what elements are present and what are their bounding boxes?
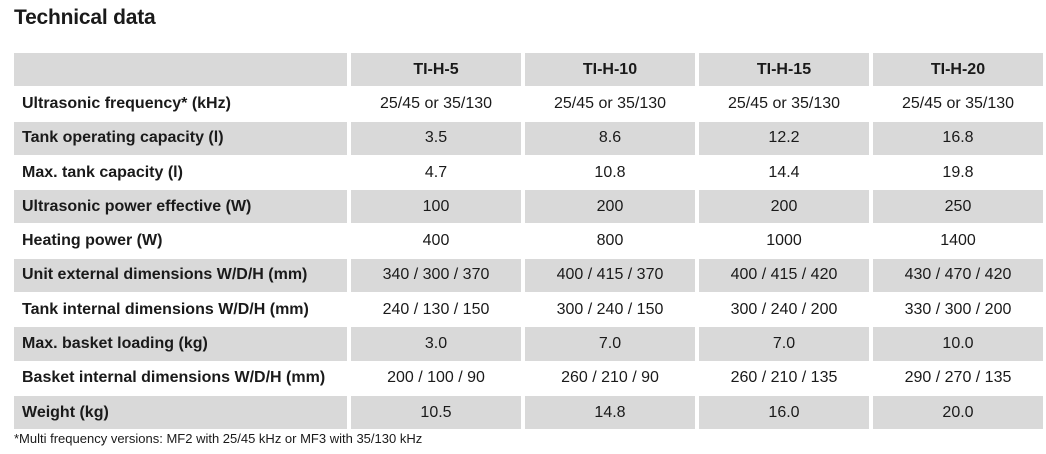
- header-blank-cell: [14, 53, 347, 88]
- table-cell: 330 / 300 / 200: [873, 293, 1043, 328]
- table-row: Heating power (W) 400 800 1000 1400: [14, 224, 1043, 259]
- table-header: TI-H-5 TI-H-10 TI-H-15 TI-H-20: [14, 53, 1043, 88]
- table-cell: 20.0: [873, 395, 1043, 431]
- table-cell: 25/45 or 35/130: [699, 87, 869, 122]
- table-row: Basket internal dimensions W/D/H (mm) 200…: [14, 362, 1043, 396]
- table-cell: 7.0: [699, 327, 869, 362]
- table-cell: 100: [351, 190, 521, 225]
- column-header-ti-h-5: TI-H-5: [351, 53, 521, 88]
- row-label: Basket internal dimensions W/D/H (mm): [14, 362, 347, 396]
- table-cell: 200 / 100 / 90: [351, 362, 521, 396]
- table-cell: 7.0: [525, 327, 695, 362]
- table-cell: 340 / 300 / 370: [351, 258, 521, 294]
- table-cell: 300 / 240 / 150: [525, 293, 695, 328]
- table-cell: 10.8: [525, 156, 695, 191]
- table-cell: 200: [699, 190, 869, 225]
- table-cell: 1400: [873, 224, 1043, 259]
- table-cell: 16.8: [873, 121, 1043, 156]
- table-row: Tank operating capacity (l) 3.5 8.6 12.2 16.…: [14, 121, 1043, 156]
- column-header-ti-h-10: TI-H-10: [525, 53, 695, 88]
- row-label: Tank operating capacity (l): [14, 121, 347, 156]
- column-header-ti-h-15: TI-H-15: [699, 53, 869, 88]
- table-cell: 400 / 415 / 420: [699, 258, 869, 294]
- table-cell: 400 / 415 / 370: [525, 258, 695, 294]
- table-cell: 260 / 210 / 135: [699, 362, 869, 396]
- table-cell: 8.6: [525, 121, 695, 156]
- table-row: Max. basket loading (kg) 3.0 7.0 7.0 10.0: [14, 327, 1043, 362]
- page-title: Technical data: [14, 6, 156, 29]
- row-label: Weight (kg): [14, 395, 347, 431]
- row-label: Ultrasonic frequency* (kHz): [14, 87, 347, 122]
- row-label: Heating power (W): [14, 224, 347, 259]
- table-row: Max. tank capacity (l) 4.7 10.8 14.4 19.8: [14, 156, 1043, 191]
- table-cell: 10.5: [351, 395, 521, 431]
- table-cell: 800: [525, 224, 695, 259]
- footnote: *Multi frequency versions: MF2 with 25/4…: [14, 431, 423, 446]
- header-row: TI-H-5 TI-H-10 TI-H-15 TI-H-20: [14, 53, 1043, 88]
- table-cell: 3.0: [351, 327, 521, 362]
- row-label: Max. basket loading (kg): [14, 327, 347, 362]
- technical-data-table: TI-H-5 TI-H-10 TI-H-15 TI-H-20 Ultrasonic f…: [10, 53, 1046, 431]
- table-cell: 260 / 210 / 90: [525, 362, 695, 396]
- row-label: Unit external dimensions W/D/H (mm): [14, 258, 347, 294]
- row-label: Max. tank capacity (l): [14, 156, 347, 191]
- table-cell: 16.0: [699, 395, 869, 431]
- column-header-ti-h-20: TI-H-20: [873, 53, 1043, 88]
- table-cell: 430 / 470 / 420: [873, 258, 1043, 294]
- table-row: Weight (kg) 10.5 14.8 16.0 20.0: [14, 395, 1043, 431]
- table-cell: 25/45 or 35/130: [873, 87, 1043, 122]
- row-label: Ultrasonic power effective (W): [14, 190, 347, 225]
- table-cell: 14.4: [699, 156, 869, 191]
- table-row: Ultrasonic frequency* (kHz) 25/45 or 35/1…: [14, 87, 1043, 122]
- table-cell: 1000: [699, 224, 869, 259]
- table-cell: 240 / 130 / 150: [351, 293, 521, 328]
- table-row: Unit external dimensions W/D/H (mm) 340 /…: [14, 258, 1043, 294]
- table-body: Ultrasonic frequency* (kHz) 25/45 or 35/1…: [14, 87, 1043, 431]
- table-cell: 12.2: [699, 121, 869, 156]
- table-cell: 250: [873, 190, 1043, 225]
- table-cell: 400: [351, 224, 521, 259]
- table-cell: 25/45 or 35/130: [525, 87, 695, 122]
- table-cell: 25/45 or 35/130: [351, 87, 521, 122]
- table-row: Ultrasonic power effective (W) 100 200 200 2…: [14, 190, 1043, 225]
- table-cell: 290 / 270 / 135: [873, 362, 1043, 396]
- table-cell: 10.0: [873, 327, 1043, 362]
- table-cell: 3.5: [351, 121, 521, 156]
- table-row: Tank internal dimensions W/D/H (mm) 240 /…: [14, 293, 1043, 328]
- table-cell: 14.8: [525, 395, 695, 431]
- row-label: Tank internal dimensions W/D/H (mm): [14, 293, 347, 328]
- table-cell: 19.8: [873, 156, 1043, 191]
- table-cell: 4.7: [351, 156, 521, 191]
- table-cell: 200: [525, 190, 695, 225]
- table-cell: 300 / 240 / 200: [699, 293, 869, 328]
